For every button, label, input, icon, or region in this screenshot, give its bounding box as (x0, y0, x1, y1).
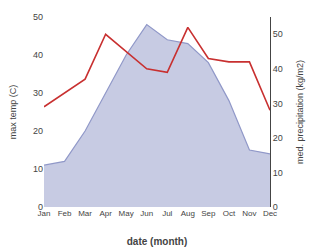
svg-text:20: 20 (273, 133, 283, 143)
svg-text:0: 0 (273, 202, 278, 212)
svg-text:20: 20 (33, 126, 43, 136)
svg-text:Nov: Nov (242, 209, 256, 218)
svg-text:40: 40 (33, 50, 43, 60)
svg-text:med. precipitation (kg/m2): med. precipitation (kg/m2) (295, 60, 305, 164)
svg-text:50: 50 (273, 29, 283, 39)
svg-text:Jul: Jul (162, 209, 172, 218)
svg-text:Aug: Aug (181, 209, 195, 218)
svg-text:Feb: Feb (58, 209, 72, 218)
svg-text:Apr: Apr (99, 209, 112, 218)
svg-text:30: 30 (273, 99, 283, 109)
svg-text:Oct: Oct (223, 209, 236, 218)
svg-text:0: 0 (38, 202, 43, 212)
svg-text:Mar: Mar (78, 209, 92, 218)
svg-text:date (month): date (month) (127, 236, 188, 247)
svg-text:10: 10 (33, 164, 43, 174)
svg-text:10: 10 (273, 168, 283, 178)
svg-text:May: May (119, 209, 134, 218)
svg-text:Dec: Dec (263, 209, 277, 218)
svg-text:50: 50 (33, 12, 43, 22)
svg-text:30: 30 (33, 88, 43, 98)
svg-text:Sep: Sep (201, 209, 216, 218)
svg-text:Jun: Jun (140, 209, 153, 218)
svg-text:max temp (C): max temp (C) (8, 85, 18, 140)
svg-text:Jan: Jan (38, 209, 51, 218)
svg-text:40: 40 (273, 64, 283, 74)
